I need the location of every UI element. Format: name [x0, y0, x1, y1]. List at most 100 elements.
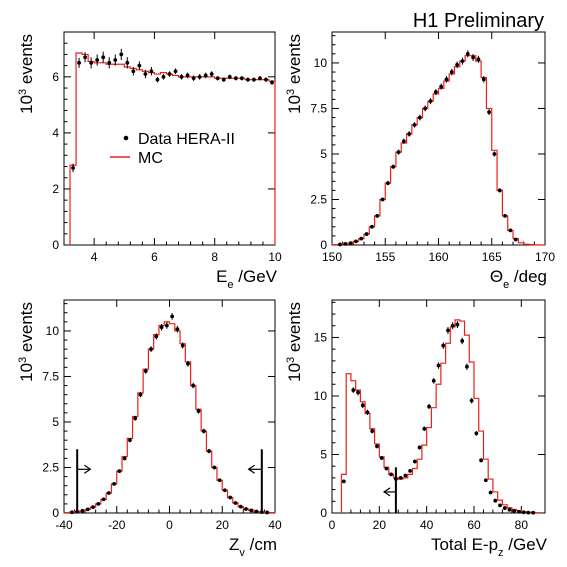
- data-point: [265, 510, 269, 515]
- data-point: [239, 76, 244, 81]
- data-point: [113, 58, 118, 62]
- data-point: [179, 74, 184, 79]
- data-point: [474, 431, 479, 436]
- y-tick-label: 2: [52, 182, 59, 196]
- data-point: [221, 77, 226, 82]
- data-point: [469, 398, 474, 403]
- data-point: [455, 62, 460, 67]
- data-point: [149, 347, 153, 352]
- data-point: [380, 197, 385, 202]
- data-point: [119, 52, 124, 57]
- data-point: [71, 166, 75, 170]
- data-point: [412, 459, 417, 464]
- x-tick-label: 170: [535, 250, 555, 264]
- y-axis-title: 103 events: [17, 302, 36, 382]
- data-point: [408, 468, 412, 473]
- data-point: [423, 106, 428, 111]
- data-point: [403, 473, 408, 478]
- data-point: [252, 77, 256, 82]
- y-tick-label: 10: [314, 56, 328, 70]
- data-point: [488, 490, 493, 495]
- y-tick-label: 5: [52, 415, 59, 429]
- data-point: [412, 122, 417, 127]
- data-point: [455, 322, 460, 327]
- data-point: [249, 508, 254, 513]
- x-axis-title: Ee /GeV: [216, 267, 278, 291]
- data-point: [359, 236, 364, 241]
- x-tick-label: 155: [375, 250, 395, 264]
- y-tick-label: 0: [320, 238, 327, 252]
- data-point: [217, 478, 222, 483]
- data-point: [191, 383, 196, 388]
- y-tick-label: 7.5: [42, 369, 59, 383]
- data-point: [379, 456, 384, 460]
- data-point: [101, 497, 106, 502]
- panel-electron-energy: 4 6 8 10 0 2 4 6 Ee /GeV 103 events: [17, 31, 282, 291]
- x-tick-label: 40: [268, 518, 282, 532]
- data-point: [101, 55, 106, 60]
- data-point: [427, 404, 431, 409]
- data-point: [112, 481, 117, 486]
- data-point: [196, 409, 201, 413]
- x-tick-label: 40: [420, 518, 434, 532]
- data-point: [422, 426, 427, 431]
- data-point: [137, 63, 142, 68]
- x-tick-label: -20: [108, 518, 126, 532]
- data-point: [526, 510, 531, 515]
- y-tick-label: 4: [52, 126, 59, 140]
- data-point: [197, 74, 202, 79]
- data-point: [133, 416, 138, 421]
- data-point: [91, 505, 95, 510]
- data-point: [407, 132, 412, 136]
- data-point: [95, 58, 100, 62]
- data-point: [465, 364, 469, 369]
- legend-data-marker: [123, 135, 129, 141]
- data-point: [175, 327, 180, 332]
- data-point: [173, 69, 178, 74]
- data-point: [207, 449, 211, 454]
- data-point: [354, 239, 358, 244]
- axes-frame: [331, 31, 546, 246]
- data-point: [122, 456, 127, 461]
- data-point: [70, 510, 74, 515]
- data-point: [138, 392, 143, 397]
- y-tick-label: 10: [314, 389, 328, 403]
- data-point: [493, 498, 498, 503]
- data-point: [186, 361, 190, 366]
- data-point: [201, 429, 206, 433]
- data-point: [460, 59, 465, 64]
- data-point: [80, 508, 85, 513]
- data-point: [487, 110, 491, 115]
- data-point: [507, 507, 512, 512]
- panel-electron-angle: 150 155 160 165 170 0 2.5 5 7.5 10 Θe /deg 103 even…: [285, 31, 555, 291]
- panel-z-vertex: -40 -20 0 20 40 0 2.5 5 7.5 10 Zv /cm 103 events: [17, 299, 282, 559]
- legend-data-label: Data HERA-II: [138, 131, 235, 148]
- data-point: [191, 76, 196, 81]
- cut-arrow-head: [382, 487, 391, 497]
- x-tick-label: 4: [91, 250, 98, 264]
- y-axis-title: 103 events: [17, 34, 36, 114]
- y-axis-title: 103 events: [285, 34, 304, 114]
- data-point: [401, 139, 406, 144]
- data-point: [446, 328, 450, 333]
- legend-mc-label: MC: [138, 150, 163, 167]
- data-point: [341, 479, 346, 484]
- data-point: [364, 232, 369, 236]
- data-point: [117, 469, 122, 474]
- data-point: [396, 150, 401, 155]
- data-point: [125, 60, 130, 65]
- data-point: [517, 509, 521, 514]
- data-point: [444, 77, 449, 82]
- data-point: [143, 369, 148, 373]
- header-title: H1 Preliminary: [413, 10, 544, 32]
- data-point: [149, 69, 154, 74]
- panel-e-minus-pz: 0 20 40 60 80 0 5 10 15 Total E-pz /GeV 103 events: [285, 299, 548, 559]
- data-point: [348, 241, 353, 246]
- data-point: [258, 76, 262, 81]
- data-point: [228, 495, 233, 500]
- mc-histogram: [331, 55, 545, 246]
- data-point: [398, 475, 403, 480]
- mc-histogram: [69, 52, 276, 245]
- data-point: [531, 510, 536, 515]
